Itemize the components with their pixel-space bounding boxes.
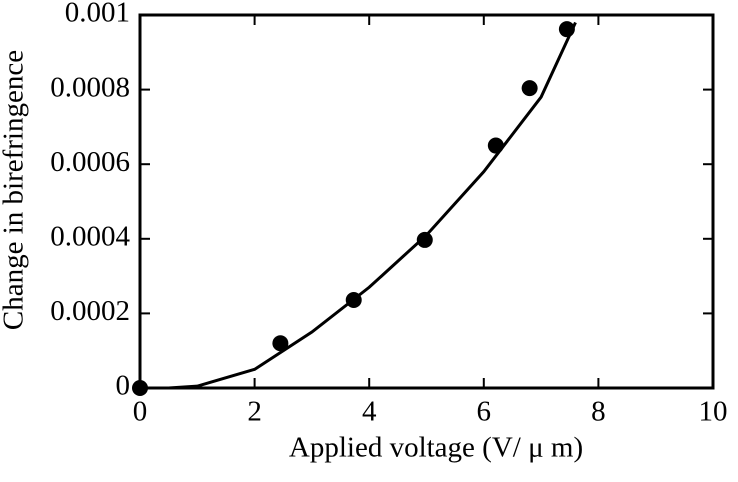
x-tick-label: 10 <box>699 396 728 428</box>
fit-line <box>140 21 577 390</box>
plot-frame <box>138 13 715 390</box>
x-tick-label: 8 <box>591 396 606 428</box>
x-tick-label: 6 <box>477 396 492 428</box>
x-tick-label: 2 <box>247 396 262 428</box>
data-point <box>416 231 433 248</box>
x-tick-label: 4 <box>362 396 377 428</box>
y-axis-label: Change in birefringence <box>0 50 30 330</box>
y-tick-label: 0 <box>116 370 131 402</box>
y-tick-label: 0.0006 <box>50 146 130 178</box>
x-axis-label: Applied voltage (V/ μ m) <box>289 432 583 464</box>
y-tick-label: 0.0004 <box>50 220 130 252</box>
y-tick-label: 0.001 <box>65 0 130 29</box>
data-point <box>521 80 538 97</box>
y-tick-label: 0.0002 <box>50 295 130 327</box>
x-tick-label: 0 <box>133 396 148 428</box>
y-tick-label: 0.0008 <box>50 71 130 103</box>
data-point <box>272 335 289 352</box>
